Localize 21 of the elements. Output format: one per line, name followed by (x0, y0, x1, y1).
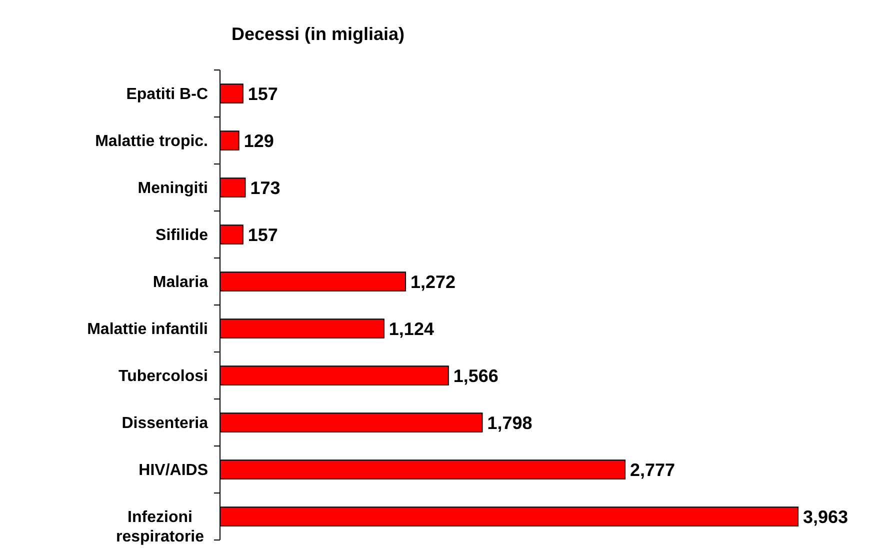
data-label: 1,272 (410, 272, 456, 292)
data-label: 1,798 (487, 412, 532, 433)
y-tick-label: Malattie infantili (87, 321, 208, 338)
y-tick-label: Sifilide (156, 227, 208, 244)
data-label: 157 (248, 84, 278, 104)
chart-title: Decessi (in migliaia) (231, 24, 405, 44)
y-tick-label: Malattie tropic. (95, 133, 208, 150)
data-label: 129 (244, 130, 274, 151)
data-label: 157 (248, 224, 278, 245)
y-tick-label: Meningiti (138, 180, 208, 198)
data-label: 2,777 (630, 460, 676, 480)
data-label: 173 (250, 178, 280, 198)
y-tick-label: Malaria (152, 274, 208, 292)
y-tick-label: HIV/AIDS (138, 462, 208, 480)
data-label: 1,124 (388, 318, 434, 339)
data-label: 3,963 (803, 506, 848, 527)
data-label: 1,566 (453, 366, 498, 386)
y-tick-label: Dissenteria (122, 415, 208, 432)
y-tick-label: Epatiti B-C (126, 86, 208, 104)
y-tick-label: Tubercolosi (118, 368, 208, 386)
y-tick-label: Infezioni respiratorie (116, 509, 204, 546)
